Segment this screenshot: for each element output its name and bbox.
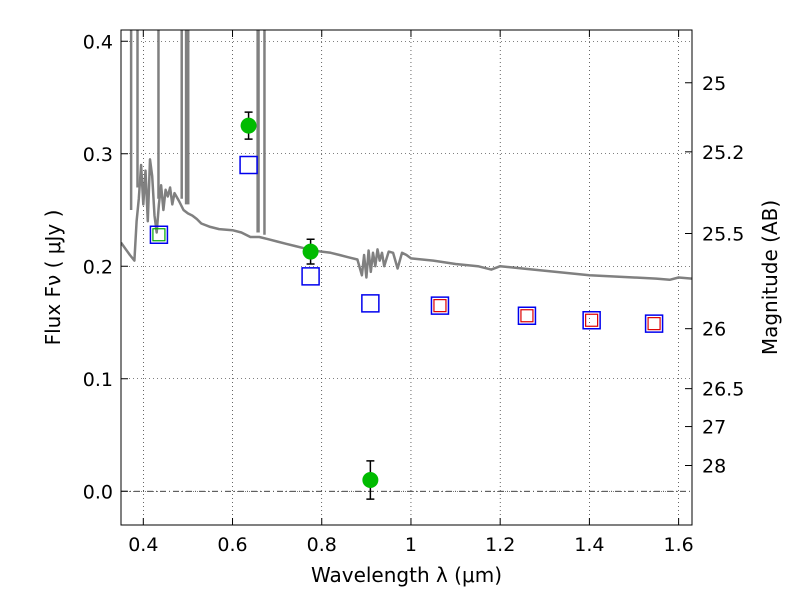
model-flux-square-inner: [585, 313, 599, 327]
model-flux-square-inner: [152, 228, 166, 242]
photometry-points: [149, 111, 664, 500]
y-tick-label: 0.0: [83, 481, 113, 503]
model-flux-square: [149, 225, 169, 244]
y-tick-label: 0.2: [83, 256, 113, 278]
model-flux-square: [361, 294, 380, 313]
x-tick-label: 1.6: [664, 534, 694, 556]
x-tick-label: 0.4: [128, 534, 158, 556]
plot-frame: [120, 29, 693, 526]
tick-labels: 0.4 0.6 0.8 1 1.2 1.4 1.6 0.0 0.1 0.2 0.3 0.4 25 25.2…: [83, 31, 745, 556]
right-tick-label: 28: [702, 455, 726, 477]
model-flux-square: [644, 314, 664, 333]
y-axis-label: Flux Fν ( μJy ): [41, 210, 65, 346]
right-tick-label: 25.5: [702, 224, 744, 246]
model-flux-square-inner: [647, 317, 661, 331]
x-axis-label: Wavelength λ (μm): [311, 563, 502, 587]
right-tick-label: 25.2: [702, 142, 744, 164]
axis-ticks: [121, 30, 692, 525]
model-flux-square: [239, 155, 258, 175]
right-tick-label: 26.5: [702, 379, 744, 401]
y-tick-label: 0.1: [83, 369, 113, 391]
x-tick-label: 0.8: [307, 534, 337, 556]
model-flux-square-inner: [520, 309, 534, 323]
y-tick-label: 0.3: [83, 144, 113, 166]
model-flux-square: [430, 296, 450, 315]
y-tick-label: 0.4: [83, 31, 113, 53]
right-tick-label: 25: [702, 73, 726, 95]
right-tick-label: 26: [702, 319, 726, 341]
model-flux-square: [517, 306, 537, 325]
model-flux-square: [301, 267, 320, 286]
x-tick-label: 1: [405, 534, 417, 556]
x-tick-label: 1.2: [485, 534, 515, 556]
observed-flux-point: [240, 117, 257, 134]
observed-flux-point: [302, 243, 319, 260]
x-tick-label: 0.6: [217, 534, 247, 556]
right-tick-label: 27: [702, 417, 726, 439]
grid: [121, 30, 692, 525]
right-axis-label: Magnitude (AB): [758, 200, 782, 355]
model-flux-square: [582, 311, 601, 330]
x-tick-label: 1.4: [574, 534, 604, 556]
observed-flux-point: [362, 472, 379, 488]
model-flux-square-inner: [433, 299, 447, 313]
